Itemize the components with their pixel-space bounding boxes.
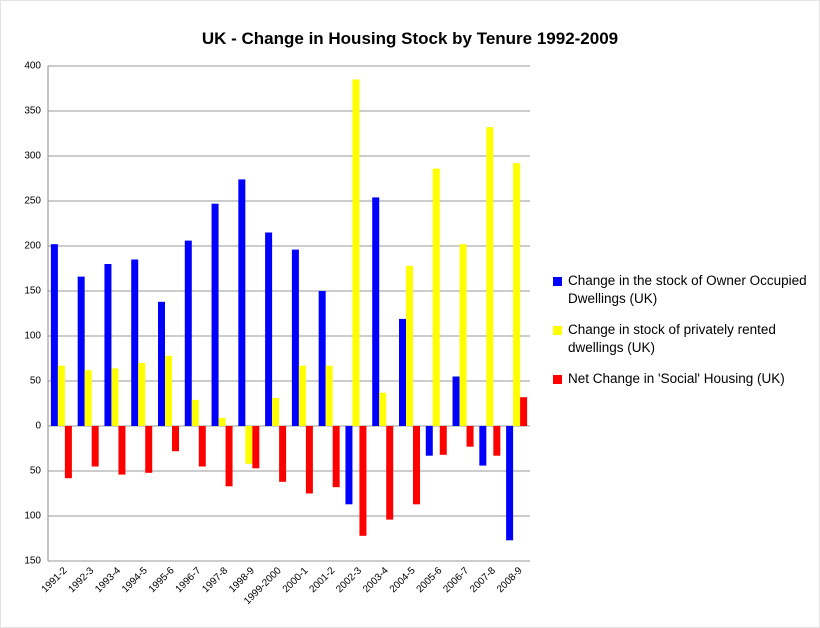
y-tick-label: 350 bbox=[24, 106, 41, 117]
bar bbox=[291, 249, 299, 426]
bar bbox=[493, 426, 501, 456]
bar bbox=[57, 365, 65, 426]
bar bbox=[191, 399, 199, 426]
bar bbox=[50, 244, 58, 426]
bar bbox=[198, 426, 206, 467]
bar bbox=[225, 426, 233, 487]
y-tick-label: 0 bbox=[35, 421, 41, 432]
y-tick-label: 50 bbox=[30, 466, 42, 477]
legend-label: Change in stock of privately rented dwel… bbox=[568, 322, 776, 355]
bar bbox=[506, 426, 514, 541]
bar bbox=[406, 265, 413, 426]
bar bbox=[138, 363, 146, 426]
bar bbox=[145, 426, 153, 473]
bar bbox=[298, 365, 306, 426]
bar bbox=[479, 426, 487, 466]
bar bbox=[486, 127, 494, 426]
bar bbox=[379, 392, 387, 426]
bar bbox=[352, 79, 360, 426]
y-tick-label: 150 bbox=[24, 556, 41, 567]
bar bbox=[118, 426, 126, 475]
y-tick-label: 200 bbox=[24, 241, 41, 252]
bar bbox=[279, 426, 287, 482]
legend-item: Change in stock of privately rented dwel… bbox=[553, 321, 815, 357]
bar bbox=[332, 426, 340, 488]
legend: Change in the stock of Owner Occupied Dw… bbox=[553, 272, 815, 401]
bar bbox=[265, 232, 273, 426]
y-tick-label: 100 bbox=[24, 511, 41, 522]
bar bbox=[452, 376, 460, 426]
bar bbox=[399, 318, 406, 426]
y-tick-label: 400 bbox=[24, 61, 41, 72]
y-tick-label: 250 bbox=[24, 196, 41, 207]
bar bbox=[172, 426, 179, 452]
bar bbox=[111, 368, 119, 426]
bar bbox=[425, 426, 433, 456]
bar bbox=[245, 426, 253, 464]
bar bbox=[325, 365, 333, 426]
bar bbox=[439, 426, 447, 455]
bar bbox=[520, 397, 528, 426]
bar bbox=[77, 276, 85, 426]
bar bbox=[252, 426, 260, 469]
bar bbox=[184, 240, 192, 426]
legend-label: Net Change in 'Social' Housing (UK) bbox=[568, 371, 785, 386]
bar bbox=[413, 426, 420, 505]
chart-title: UK - Change in Housing Stock by Tenure 1… bbox=[202, 29, 618, 48]
bar bbox=[211, 203, 219, 426]
legend-swatch bbox=[553, 326, 562, 335]
bar bbox=[131, 259, 139, 426]
bar bbox=[513, 163, 521, 426]
bar bbox=[432, 168, 440, 426]
bar bbox=[84, 370, 92, 426]
bar bbox=[466, 426, 474, 447]
legend-item: Change in the stock of Owner Occupied Dw… bbox=[553, 272, 815, 308]
bar bbox=[165, 355, 172, 426]
legend-swatch bbox=[553, 277, 562, 286]
y-tick-label: 100 bbox=[24, 331, 41, 342]
bar bbox=[272, 398, 280, 426]
bar bbox=[305, 426, 313, 494]
bar bbox=[345, 426, 353, 505]
legend-label: Change in the stock of Owner Occupied Dw… bbox=[568, 273, 807, 306]
bar bbox=[238, 179, 246, 426]
legend-item: Net Change in 'Social' Housing (UK) bbox=[553, 370, 815, 388]
bar bbox=[218, 417, 226, 426]
bar bbox=[459, 244, 467, 426]
bar bbox=[64, 426, 72, 479]
bar bbox=[372, 197, 380, 426]
bar bbox=[359, 426, 367, 536]
y-tick-label: 150 bbox=[24, 286, 41, 297]
bar bbox=[386, 426, 394, 520]
bar bbox=[104, 264, 112, 426]
bar bbox=[318, 291, 326, 426]
y-tick-label: 300 bbox=[24, 151, 41, 162]
bar bbox=[158, 301, 165, 426]
bar bbox=[91, 426, 99, 467]
y-tick-label: 50 bbox=[30, 376, 42, 387]
legend-swatch bbox=[553, 375, 562, 384]
